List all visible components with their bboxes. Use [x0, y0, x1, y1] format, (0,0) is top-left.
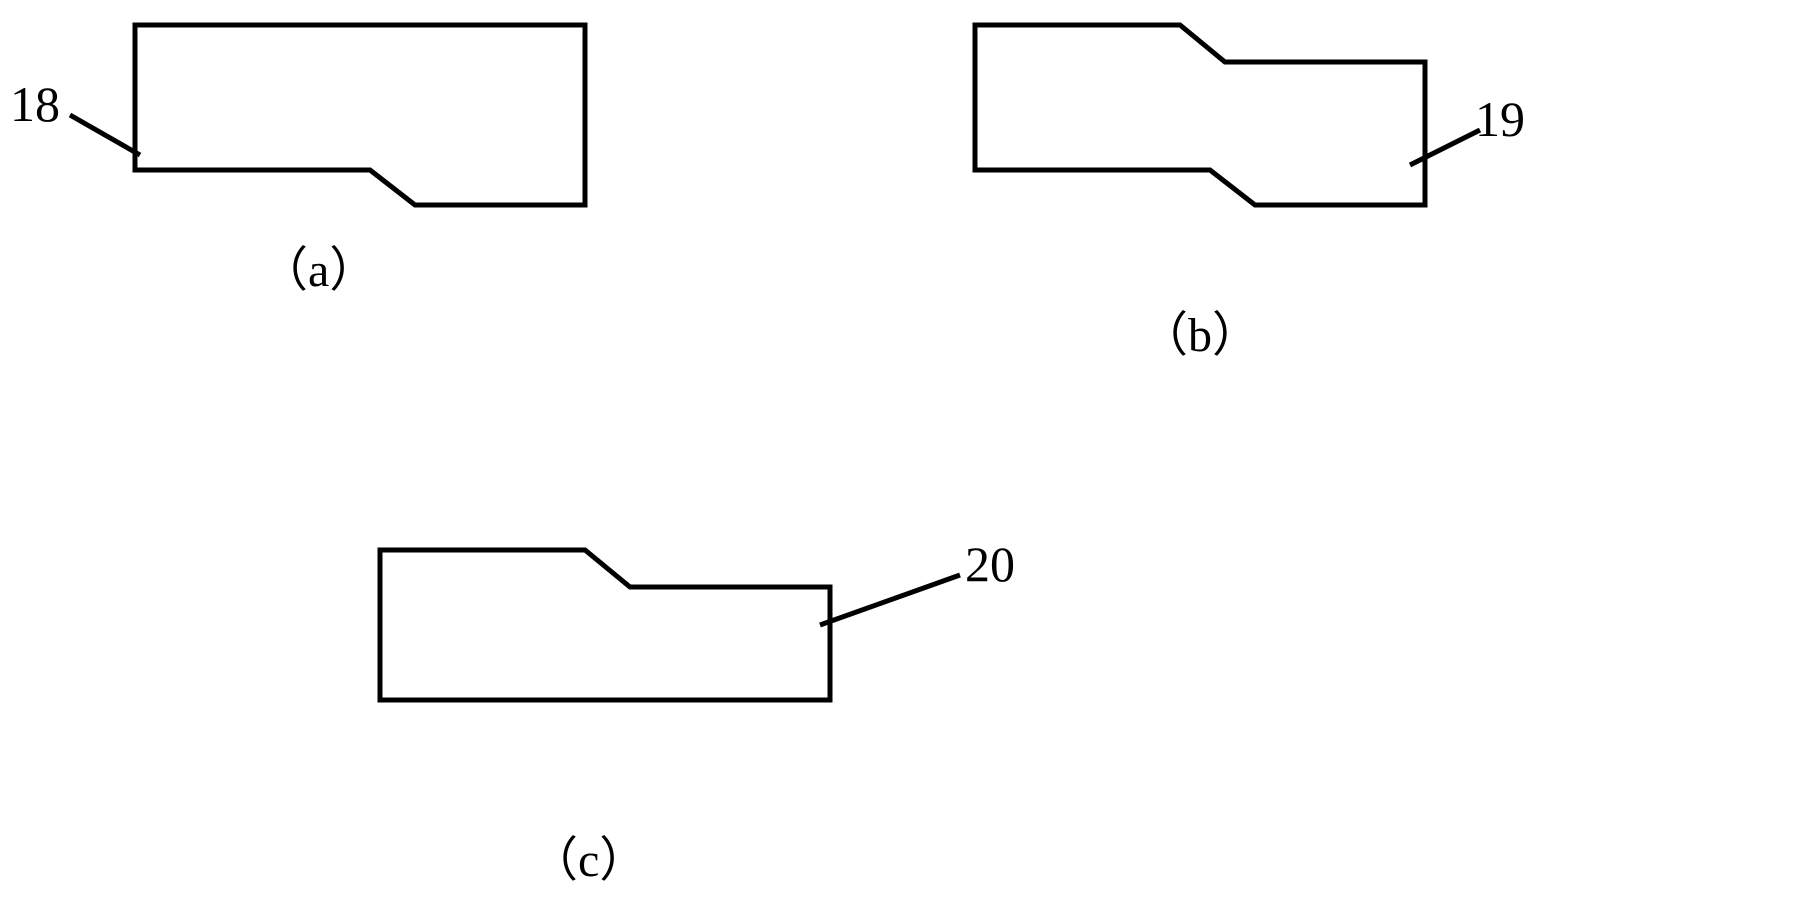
leader-line-c: [0, 0, 1797, 915]
caption-c: （c）: [530, 820, 647, 890]
ref-label-c: 20: [965, 535, 1015, 593]
